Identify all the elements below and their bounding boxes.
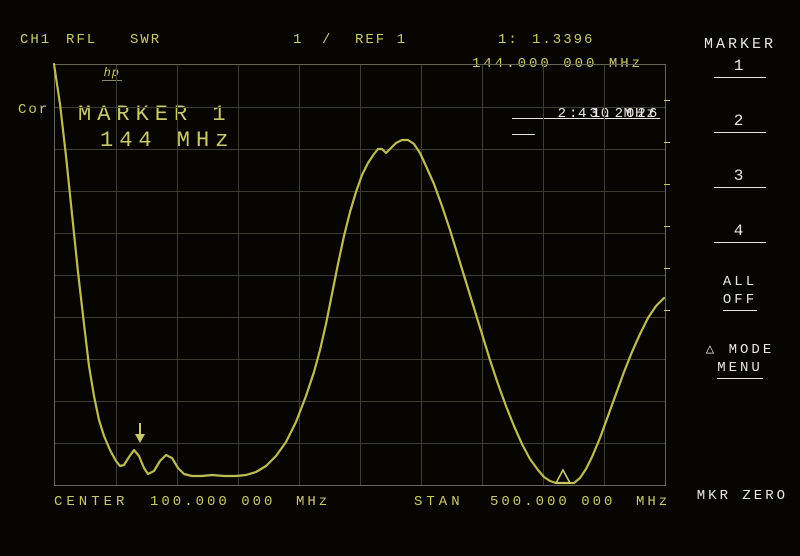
center-value: 100.000 000 [150,494,275,510]
scale-slash: / [322,32,332,48]
swr-trace [54,64,664,484]
softkey-mkr-zero[interactable]: MKR ZERO [678,488,788,504]
softkey-marker-1[interactable]: 1 [692,57,788,78]
meas-rfl: RFL [66,32,97,48]
scale-value: 1 [293,32,303,48]
meas-swr: SWR [130,32,161,48]
center-unit: MHz [296,494,330,510]
span-value: 500.000 000 [490,494,615,510]
softkey-mode-menu[interactable]: △ MODE MENU [692,341,788,379]
vna-screen: CH1 RFL SWR 1 / REF 1 1: 1.3396 hp 144.0… [0,0,800,556]
softkey-all-off[interactable]: ALL OFF [692,273,788,311]
mkr1-value: 1.3396 [532,32,594,48]
softkey-column: MARKER 1 2 3 4 ALL OFF △ MODE MENU [692,36,788,379]
softkey-title: MARKER [692,36,788,53]
center-label: CENTER [54,494,128,510]
marker-1-pointer [135,434,145,443]
correction-status: Cor [18,102,49,118]
softkey-marker-3[interactable]: 3 [692,167,788,188]
span-unit: MHz [636,494,670,510]
channel-label: CH1 [20,32,51,48]
mkr1-id: 1: [498,32,519,48]
softkey-marker-4[interactable]: 4 [692,222,788,243]
span-label: STAN [414,494,464,510]
softkey-marker-2[interactable]: 2 [692,112,788,133]
marker-2-pointer [556,470,568,482]
ref-label: REF 1 [355,32,407,48]
